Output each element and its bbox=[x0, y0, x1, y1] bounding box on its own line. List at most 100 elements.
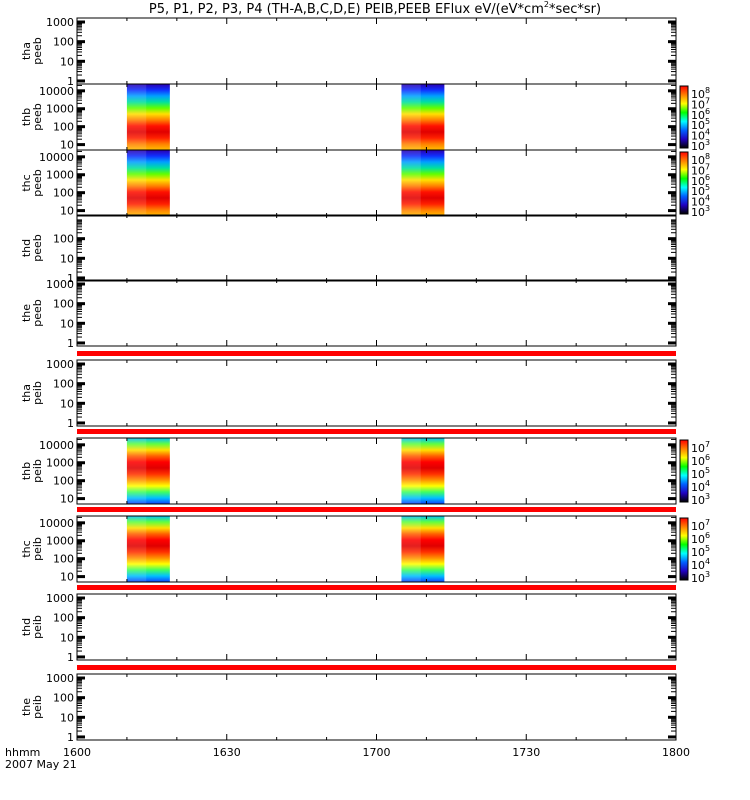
y-tick-label: 10000 bbox=[39, 439, 74, 452]
colorbar-tick-label: 107 bbox=[691, 440, 710, 455]
y-tick-label: 10 bbox=[60, 55, 74, 68]
colorbar-tick-label: 105 bbox=[691, 544, 710, 559]
date-label: 2007 May 21 bbox=[5, 758, 77, 771]
y-axis-label: thbpeeb bbox=[20, 103, 44, 131]
red-status-bar bbox=[77, 429, 676, 434]
spectrogram-subcolumn bbox=[126, 516, 147, 582]
colorbar-gradient bbox=[679, 517, 689, 581]
spectrogram-block bbox=[401, 150, 445, 216]
y-axis-label: thcpeeb bbox=[20, 169, 44, 197]
y-tick-label: 1000 bbox=[46, 358, 74, 371]
colorbar-tick-label: 105 bbox=[691, 466, 710, 481]
y-tick-label: 10000 bbox=[39, 151, 74, 164]
y-tick-label: 100 bbox=[53, 121, 74, 134]
y-tick-label: 1000 bbox=[46, 169, 74, 182]
panel-frame bbox=[76, 279, 677, 347]
panel-frame bbox=[76, 17, 677, 85]
panel-the-peib: 1000 100 10 1 thepeib bbox=[20, 672, 677, 744]
y-axis-label: thbpeib bbox=[20, 459, 44, 483]
colorbar-tick-label: 105 bbox=[691, 117, 710, 132]
y-tick-label: 1000 bbox=[46, 457, 74, 470]
spectrogram-block bbox=[126, 516, 170, 582]
y-tick-label: 100 bbox=[53, 378, 74, 391]
y-tick-label: 100 bbox=[53, 36, 74, 49]
y-tick-label: 100 bbox=[53, 233, 74, 246]
chart-title-tail: *sec*sr) bbox=[549, 2, 601, 17]
y-tick-label: 10 bbox=[60, 571, 74, 584]
panel-tha-peeb: 1000 100 10 1 thapeeb bbox=[20, 16, 677, 88]
x-tick-label: 1630 bbox=[213, 746, 241, 759]
spectrogram-subcolumn bbox=[401, 84, 421, 150]
spectrogram-subcolumn bbox=[401, 150, 421, 216]
colorbar-tick-label: 107 bbox=[691, 96, 710, 111]
panel-frame bbox=[76, 359, 677, 427]
colorbar-tick-label: 106 bbox=[691, 173, 710, 188]
y-tick-label: 100 bbox=[53, 612, 74, 625]
y-tick-label: 10 bbox=[60, 317, 74, 330]
red-status-bar bbox=[77, 507, 676, 512]
spectrogram-block bbox=[401, 84, 445, 150]
colorbar-tick-label: 107 bbox=[691, 518, 710, 533]
colorbar-tick-label: 108 bbox=[691, 86, 710, 101]
red-status-bar bbox=[77, 585, 676, 590]
panel-tha-peib: 1000 100 10 1 thapeib bbox=[20, 358, 677, 430]
colorbar-tick-label: 104 bbox=[691, 128, 710, 143]
red-status-bar bbox=[77, 665, 676, 670]
colorbar-gradient bbox=[679, 439, 689, 503]
y-tick-label: 10 bbox=[60, 397, 74, 410]
y-tick-label: 1 bbox=[67, 337, 74, 350]
y-axis-label: thapeib bbox=[20, 381, 44, 405]
colorbar-tick-label: 106 bbox=[691, 531, 710, 546]
y-tick-label: 1000 bbox=[46, 535, 74, 548]
colorbar-tick-label: 104 bbox=[691, 194, 710, 209]
x-tick-label: 1730 bbox=[512, 746, 540, 759]
y-axis-label: thepeib bbox=[20, 695, 44, 719]
y-tick-label: 1000 bbox=[46, 278, 74, 291]
y-tick-label: 100 bbox=[53, 475, 74, 488]
y-tick-label: 1 bbox=[67, 75, 74, 88]
y-tick-label: 1000 bbox=[46, 592, 74, 605]
spectrogram-subcolumn bbox=[126, 84, 147, 150]
panel-the-peeb: 1000 100 10 1 thepeeb bbox=[20, 278, 677, 350]
panel-thb-peib: 10000 1000 100 10 thbpeib bbox=[20, 437, 677, 506]
y-tick-label: 100 bbox=[53, 692, 74, 705]
y-tick-label: 1000 bbox=[46, 103, 74, 116]
colorbar-tick-label: 108 bbox=[691, 152, 710, 167]
y-axis-label: thdpeib bbox=[20, 615, 44, 639]
spectrogram-block bbox=[126, 150, 170, 216]
x-axis-label: hhmm bbox=[5, 746, 40, 759]
y-tick-label: 1 bbox=[67, 731, 74, 744]
y-axis-label: thapeeb bbox=[20, 37, 44, 65]
panel-thc-peeb: 10000 1000 100 10 thcpeeb bbox=[20, 149, 677, 218]
y-tick-label: 100 bbox=[53, 553, 74, 566]
colorbar-tick-label: 103 bbox=[691, 204, 710, 219]
y-tick-label: 100 bbox=[53, 298, 74, 311]
y-tick-label: 10 bbox=[60, 493, 74, 506]
y-axis-label: thdpeeb bbox=[20, 234, 44, 262]
spectrogram-block bbox=[401, 516, 445, 582]
x-tick-label: 1800 bbox=[662, 746, 690, 759]
red-status-bar bbox=[77, 351, 676, 356]
chart-title: P5, P1, P2, P3, P4 (TH-A,B,C,D,E) PEIB,P… bbox=[149, 0, 601, 17]
spectrogram-subcolumn bbox=[401, 438, 421, 504]
y-tick-label: 1000 bbox=[46, 16, 74, 29]
y-tick-label: 10 bbox=[60, 711, 74, 724]
colorbar-tick-label: 107 bbox=[691, 162, 710, 177]
y-tick-label: 10000 bbox=[39, 517, 74, 530]
y-tick-label: 1 bbox=[67, 651, 74, 664]
y-tick-label: 10 bbox=[60, 631, 74, 644]
panel-thb-peeb: 10000 1000 100 10 thbpeeb bbox=[20, 83, 677, 152]
y-tick-label: 10 bbox=[60, 139, 74, 152]
colorbar-tick-label: 106 bbox=[691, 453, 710, 468]
colorbar-gradient bbox=[679, 85, 689, 149]
spectrogram-block bbox=[126, 84, 170, 150]
panel-frame bbox=[76, 593, 677, 661]
y-tick-label: 1 bbox=[67, 417, 74, 430]
y-tick-label: 100 bbox=[53, 187, 74, 200]
spectrogram-subcolumn bbox=[126, 438, 147, 504]
spectrogram-block bbox=[126, 438, 170, 504]
